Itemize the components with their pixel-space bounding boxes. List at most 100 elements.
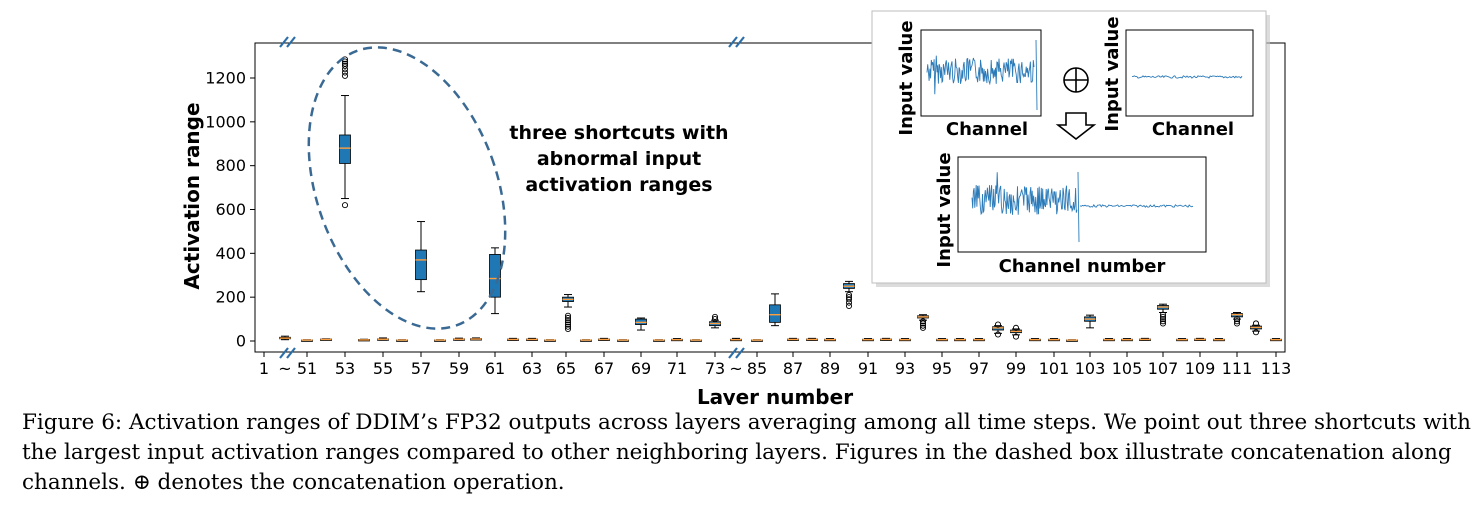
boxplot-51	[320, 338, 332, 341]
box-outlier	[1233, 316, 1241, 323]
box-outlier	[994, 331, 1002, 338]
boxplot-66	[580, 339, 592, 342]
inset-bottom-xlabel: Channel number	[999, 256, 1166, 277]
box-body	[415, 249, 427, 281]
x-tick-label: 97	[969, 359, 989, 378]
box-outlier	[341, 72, 349, 79]
x-tick-label: 1	[259, 359, 269, 378]
box-outlier	[564, 325, 572, 332]
box-outlier	[564, 321, 572, 328]
y-tick-label: 1000	[205, 112, 246, 131]
figure-svg: 0 200 400 600 800 1000 1200 1 ~51 53 55 57 59 61 63 65…	[180, 10, 1291, 405]
box-outlier	[1159, 320, 1167, 327]
box-body	[769, 304, 781, 323]
boxplot-61	[489, 247, 501, 315]
box-outlier	[564, 319, 572, 326]
boxplot-93	[899, 338, 911, 342]
boxplot-108	[1176, 338, 1188, 342]
inset-top-right-ylabel: Input value	[1102, 16, 1123, 131]
box-outlier	[341, 58, 349, 65]
boxplot-103	[1084, 314, 1096, 329]
boxplot-94	[917, 314, 929, 331]
x-tick-label: 95	[932, 359, 952, 378]
box-outlier	[845, 296, 853, 303]
boxplot-63	[526, 337, 538, 341]
boxplot-99	[1010, 324, 1022, 340]
boxplot-112	[1250, 320, 1262, 336]
boxplot-71	[671, 338, 683, 342]
x-tick-label: 89	[820, 359, 840, 378]
boxplot-111	[1231, 312, 1243, 327]
inset-top-left-signal	[926, 39, 1038, 111]
y-axis-title: Activation range	[180, 102, 204, 289]
boxplot-97	[973, 338, 985, 342]
figure-caption: Figure 6: Activation ranges of DDIM’s FP…	[22, 410, 1471, 495]
inset-top-right-signal	[1132, 75, 1243, 79]
boxplot-105	[1121, 338, 1133, 342]
boxplot-70	[653, 339, 665, 342]
box-outlier	[845, 302, 853, 309]
inset-top-left-ylabel: Input value	[896, 20, 917, 135]
x-tick-label: ~	[729, 359, 742, 378]
x-tick-label: 71	[667, 359, 687, 378]
boxplot-54	[358, 338, 370, 342]
inset-top-right-xlabel: Channel	[1152, 119, 1234, 140]
box-body	[339, 134, 351, 164]
inset-top-right-plot	[1125, 29, 1254, 117]
boxplot-57	[415, 221, 427, 293]
x-tick-label: 99	[1006, 359, 1026, 378]
boxplot-52	[301, 339, 313, 342]
annotation-line-1: three shortcuts with	[509, 122, 728, 144]
inset-top-left-xlabel: Channel	[946, 119, 1028, 140]
box-outlier	[564, 314, 572, 322]
x-tick-label: 59	[449, 359, 469, 378]
x-tick-label: 91	[858, 359, 878, 378]
x-tick-label: 67	[594, 359, 614, 378]
plot-frame	[254, 42, 1286, 353]
boxplot-89	[824, 338, 836, 342]
box-outlier	[1159, 313, 1167, 320]
highlight-ellipse	[307, 46, 507, 330]
box-outlier	[564, 312, 572, 319]
boxplot-62	[507, 337, 519, 341]
box-outlier	[341, 60, 349, 67]
x-tick-label: ~	[278, 359, 291, 378]
boxplot-88	[806, 337, 818, 341]
x-axis-ticks: 1 ~51 53 55 57 59 61 63 65 67 69 71 73 ~85 87 89 91 93 95 9…	[259, 352, 1291, 378]
annotation-line-2: abnormal input	[537, 148, 701, 170]
y-tick-label: 800	[215, 156, 246, 175]
x-tick-label: 63	[522, 359, 542, 378]
inset-bottom-ylabel: Input value	[934, 152, 955, 267]
box-outlier	[1012, 324, 1020, 331]
y-tick-label: 400	[215, 244, 246, 263]
boxplot-67	[598, 337, 610, 341]
box-outlier	[1233, 318, 1241, 325]
x-tick-label: 61	[485, 359, 505, 378]
boxplot-72	[690, 339, 702, 342]
x-tick-label: 107	[1148, 359, 1179, 378]
box-outlier	[564, 323, 572, 330]
boxplot-55	[377, 337, 389, 341]
x-tick-label: 113	[1261, 359, 1292, 378]
x-tick-label: 55	[373, 359, 393, 378]
boxplot-100	[1029, 338, 1041, 342]
down-arrow-icon	[1055, 112, 1097, 141]
box-outlier	[564, 317, 572, 324]
annotation-line-3: activation ranges	[525, 174, 712, 196]
box-body	[489, 254, 501, 298]
boxplot-91	[862, 338, 874, 342]
boxplot-53	[339, 56, 351, 209]
box-outlier	[341, 202, 349, 209]
y-tick-label: 1200	[205, 69, 246, 88]
box-outlier	[1233, 320, 1241, 327]
boxplot-73	[709, 313, 721, 329]
box-outlier	[1159, 311, 1167, 318]
inset-bottom-signal	[971, 171, 1194, 243]
boxplot-104	[1103, 338, 1115, 342]
boxplot-87	[787, 337, 799, 341]
box-outlier	[1012, 333, 1020, 340]
box-outlier	[994, 321, 1002, 328]
boxplot-109	[1194, 337, 1206, 341]
box-outlier	[1252, 329, 1260, 336]
box-outlier	[711, 313, 719, 320]
